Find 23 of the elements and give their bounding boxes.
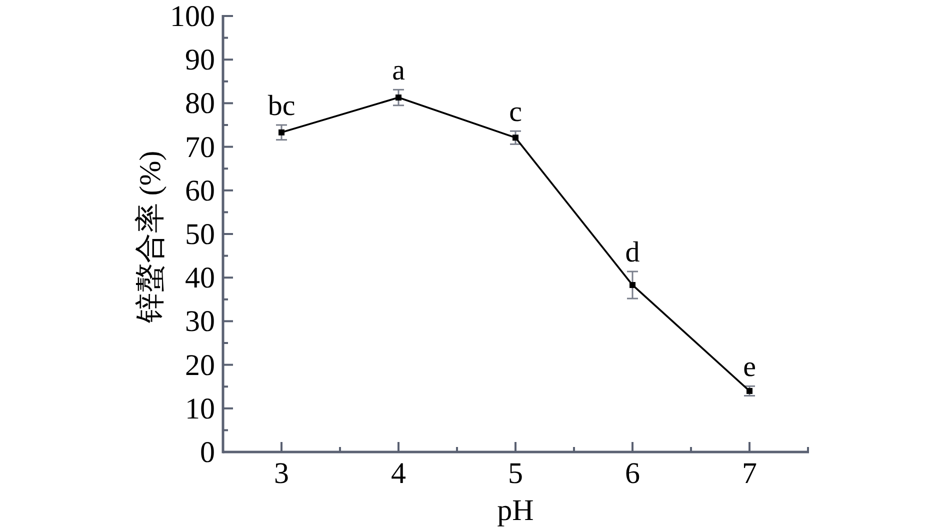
y-tick-label: 60	[185, 174, 215, 208]
y-tick-label: 40	[185, 262, 215, 295]
x-tick-label: 4	[391, 457, 406, 490]
y-tick-label: 100	[170, 0, 215, 33]
annotation: a	[392, 54, 405, 87]
x-tick-label: 3	[274, 457, 289, 490]
y-tick-label: 50	[185, 218, 215, 251]
y-axis-title: 锌螯合率 (%)	[134, 150, 167, 324]
annotation: e	[743, 351, 756, 384]
x-tick-label: 5	[508, 457, 523, 490]
y-tick-label: 80	[185, 87, 215, 120]
y-tick-label: 20	[185, 348, 215, 382]
annotation: bc	[268, 90, 296, 122]
y-tick-label: 30	[185, 305, 215, 338]
x-axis-title: pH	[497, 494, 534, 527]
y-tick-label: 70	[185, 130, 215, 164]
y-tick-label: 0	[200, 436, 215, 469]
y-tick-label: 90	[185, 44, 215, 77]
annotation: c	[509, 96, 522, 128]
annotation: d	[625, 236, 640, 268]
y-tick-label: 10	[185, 392, 215, 426]
x-tick-label: 6	[625, 457, 640, 490]
x-tick-label: 7	[742, 457, 757, 490]
